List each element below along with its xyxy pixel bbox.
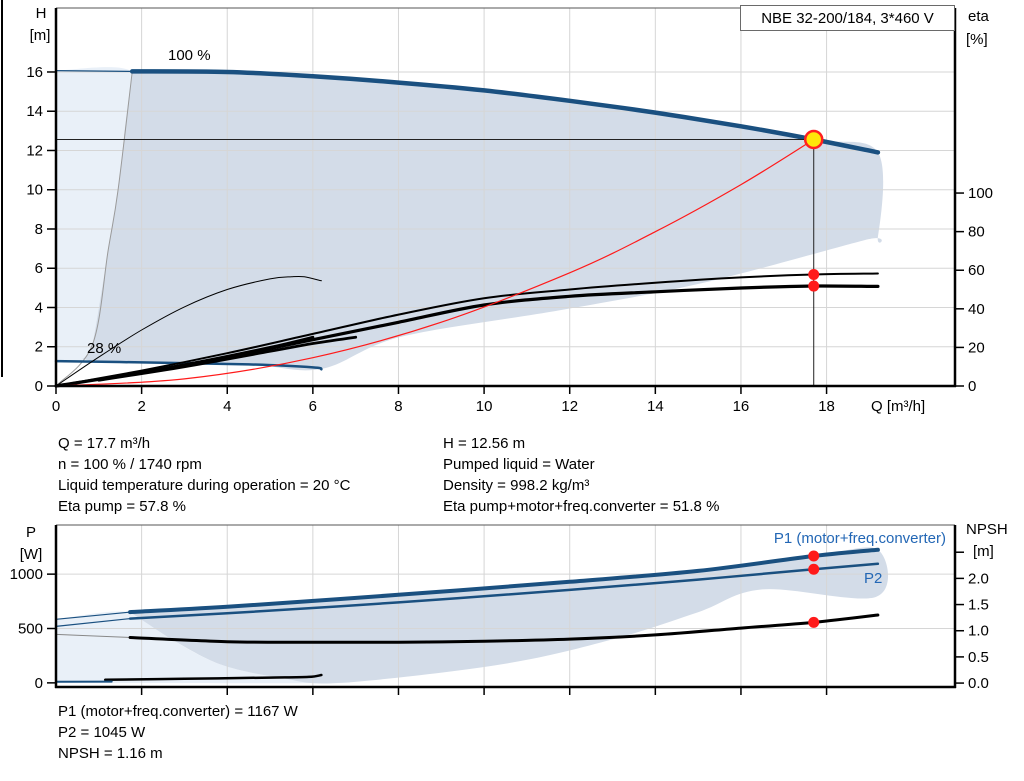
tick-label: 14	[26, 103, 43, 120]
tick-label: 12	[26, 142, 43, 159]
tick-label: 0	[52, 398, 60, 415]
npsh-point	[808, 616, 820, 628]
p2-curve-label: P2	[864, 570, 883, 587]
result-eta-pump: Eta pump = 57.8 %	[58, 498, 186, 515]
p-28pct-curve	[103, 673, 323, 682]
tick-label: 4	[223, 398, 231, 415]
curve-100pct	[129, 69, 881, 155]
pump-type-box: NBE 32-200/184, 3*460 V	[740, 5, 955, 31]
tick-label: 2	[137, 398, 145, 415]
tick-label: 18	[818, 398, 835, 415]
envelope-light-p	[56, 611, 351, 684]
eta-axis-unit: [%]	[966, 31, 988, 48]
eta-total-curve	[54, 284, 880, 388]
q-axis-label: Q [m³/h]	[871, 398, 926, 415]
envelope-main-p	[130, 547, 889, 684]
result-n: n = 100 % / 1740 rpm	[58, 456, 202, 473]
result-p2: P2 = 1045 W	[58, 724, 146, 741]
p2-curve	[128, 562, 880, 620]
npsh-axis-unit: [m]	[973, 543, 994, 560]
eta-axis-label: eta	[968, 8, 989, 25]
tick-label: 2	[35, 339, 43, 356]
h-axis-label: H	[35, 5, 47, 22]
tick-label: 0	[968, 378, 976, 395]
tick-label: 60	[968, 262, 985, 279]
tick-label: 80	[968, 224, 985, 241]
tick-label: 8	[35, 221, 43, 238]
tick-label: 4	[35, 299, 43, 316]
result-npsh: NPSH = 1.16 m	[58, 745, 163, 762]
result-block-left: Q = 17.7 m³/h n = 100 % / 1740 rpm Liqui…	[58, 433, 350, 517]
tick-label: 8	[394, 398, 402, 415]
npsh-extension	[55, 633, 131, 638]
p2-point	[808, 563, 820, 575]
npsh-axis-label: NPSH	[966, 521, 1008, 538]
tick-label: 40	[968, 301, 985, 318]
eta-pump-point	[808, 268, 820, 280]
envelope-light	[56, 67, 137, 362]
p1-point	[808, 550, 820, 562]
result-block-right: H = 12.56 m Pumped liquid = Water Densit…	[443, 433, 719, 517]
result-block-bottom: P1 (motor+freq.converter) = 1167 W P2 = …	[58, 701, 298, 764]
p1-curve-label: P1 (motor+freq.converter)	[773, 530, 946, 547]
tick-label: 1.5	[968, 597, 989, 614]
result-liquid: Pumped liquid = Water	[443, 456, 595, 473]
tick-label: 6	[35, 260, 43, 277]
curve-100pct-extension	[55, 70, 133, 72]
tick-label: 500	[18, 621, 43, 638]
curve-28pct	[54, 359, 323, 371]
system-curve	[55, 138, 815, 387]
p1-extension	[55, 611, 131, 620]
tick-label: 10	[476, 398, 493, 415]
tick-label: 16	[733, 398, 750, 415]
eta-total-point	[808, 280, 820, 292]
window-edge-line	[1, 0, 3, 377]
tick-label: 12	[561, 398, 578, 415]
result-temp: Liquid temperature during operation = 20…	[58, 477, 351, 494]
envelope-main	[82, 70, 884, 371]
speed-100-label: 100 %	[168, 47, 211, 64]
result-q: Q = 17.7 m³/h	[58, 435, 151, 452]
result-density: Density = 998.2 kg/m³	[443, 477, 590, 494]
tick-label: 2.0	[968, 570, 989, 587]
p1-curve	[128, 547, 880, 615]
tick-label: 0.0	[968, 675, 989, 692]
tick-label: 10	[26, 182, 43, 199]
tick-label: 0.5	[968, 649, 989, 666]
p-axis-unit: [W]	[19, 546, 43, 563]
tick-label: 14	[647, 398, 664, 415]
eta-reduced-speed-curve	[55, 275, 322, 387]
result-h: H = 12.56 m	[443, 435, 526, 452]
result-p1: P1 (motor+freq.converter) = 1167 W	[58, 703, 298, 720]
p2-extension	[55, 618, 131, 627]
tick-label: 6	[309, 398, 317, 415]
result-eta-total: Eta pump+motor+freq.converter = 51.8 %	[443, 498, 720, 515]
npsh-curve	[128, 613, 880, 644]
h-axis-unit: [m]	[29, 27, 51, 44]
tick-label: 20	[968, 339, 985, 356]
tick-label: 16	[26, 64, 43, 81]
tick-label: 1000	[10, 566, 43, 583]
duty-point[interactable]	[803, 129, 824, 150]
tick-label: 100	[968, 185, 993, 202]
speed-28-label: 28 %	[87, 340, 122, 357]
eta-pump-curve	[55, 272, 879, 387]
tick-label: 0	[35, 675, 43, 692]
p-axis-label: P	[25, 524, 36, 541]
tick-label: 1.0	[968, 623, 989, 640]
pump-type-label: NBE 32-200/184, 3*460 V	[761, 9, 934, 27]
tick-label: 0	[35, 378, 43, 395]
